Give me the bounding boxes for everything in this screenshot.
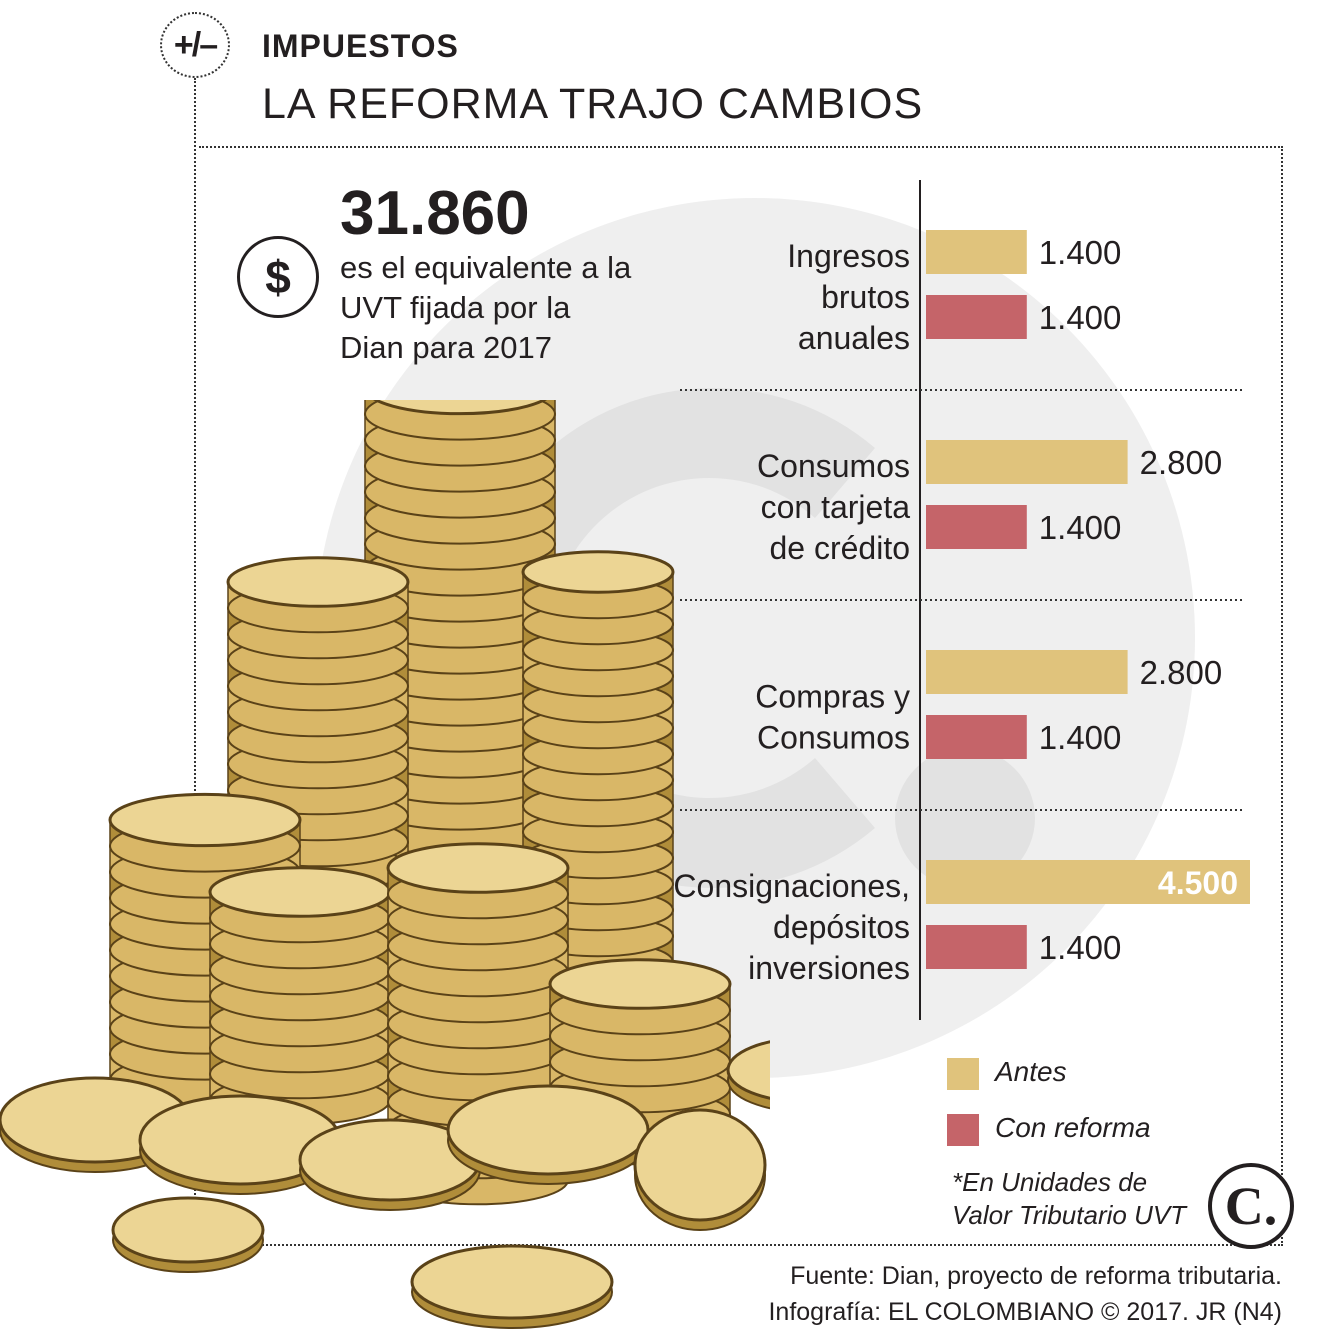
category-label: Ingresos [787, 238, 910, 274]
uvt-description: es el equivalente a la UVT fijada por la… [340, 250, 632, 365]
content-frame [199, 146, 1283, 1246]
category-label: Consignaciones, [673, 868, 910, 904]
data-label: 4.500 [1158, 865, 1238, 901]
bar-con-reforma [926, 925, 1027, 969]
bar-con-reforma [926, 715, 1027, 759]
el-colombiano-logo: C. [1208, 1163, 1294, 1249]
frame-left-line [194, 78, 196, 1246]
legend-label-antes: Antes [995, 1056, 1067, 1087]
category-label: brutos [821, 279, 910, 315]
category-label: con tarjeta [761, 489, 911, 525]
dollar-icon: $ [237, 236, 319, 318]
bar-con-reforma [926, 505, 1027, 549]
category-label: anuales [798, 320, 910, 356]
legend-swatch-con-reforma [947, 1114, 979, 1146]
category-label: Compras y [755, 679, 910, 715]
section-label: IMPUESTOS [262, 28, 459, 64]
bar-antes [926, 650, 1128, 694]
category-label: Consumos [757, 448, 910, 484]
bar-con-reforma [926, 295, 1027, 339]
unit-note: *En Unidades de Valor Tributario UVT [952, 1167, 1187, 1230]
category-label: de crédito [769, 530, 910, 566]
data-label: 2.800 [1140, 444, 1223, 481]
bar-antes [926, 440, 1128, 484]
data-label: 1.400 [1039, 234, 1122, 271]
data-label: 2.800 [1140, 654, 1223, 691]
credit-text: Infografía: EL COLOMBIANO © 2017. JR (N4… [768, 1298, 1282, 1326]
source-text: Fuente: Dian, proyecto de reforma tribut… [790, 1262, 1282, 1290]
bar-antes [926, 860, 1250, 904]
legend-label-con-reforma: Con reforma [995, 1112, 1151, 1143]
data-label: 1.400 [1039, 719, 1122, 756]
page-title: LA REFORMA TRAJO CAMBIOS [262, 80, 924, 128]
uvt-value: 31.860 [340, 179, 530, 248]
legend-swatch-antes [947, 1058, 979, 1090]
data-label: 1.400 [1039, 929, 1122, 966]
data-label: 1.400 [1039, 299, 1122, 336]
plus-minus-icon: +/– [160, 12, 230, 78]
bar-antes [926, 230, 1027, 274]
bar-chart: Ingresos brutos anuales 1.400 1.400 Consumos c… [673, 180, 1250, 1020]
category-label: inversiones [748, 950, 910, 986]
coins-illustration [0, 400, 770, 1329]
category-label: depósitos [773, 909, 910, 945]
data-label: 1.400 [1039, 509, 1122, 546]
category-label: Consumos [757, 720, 910, 756]
